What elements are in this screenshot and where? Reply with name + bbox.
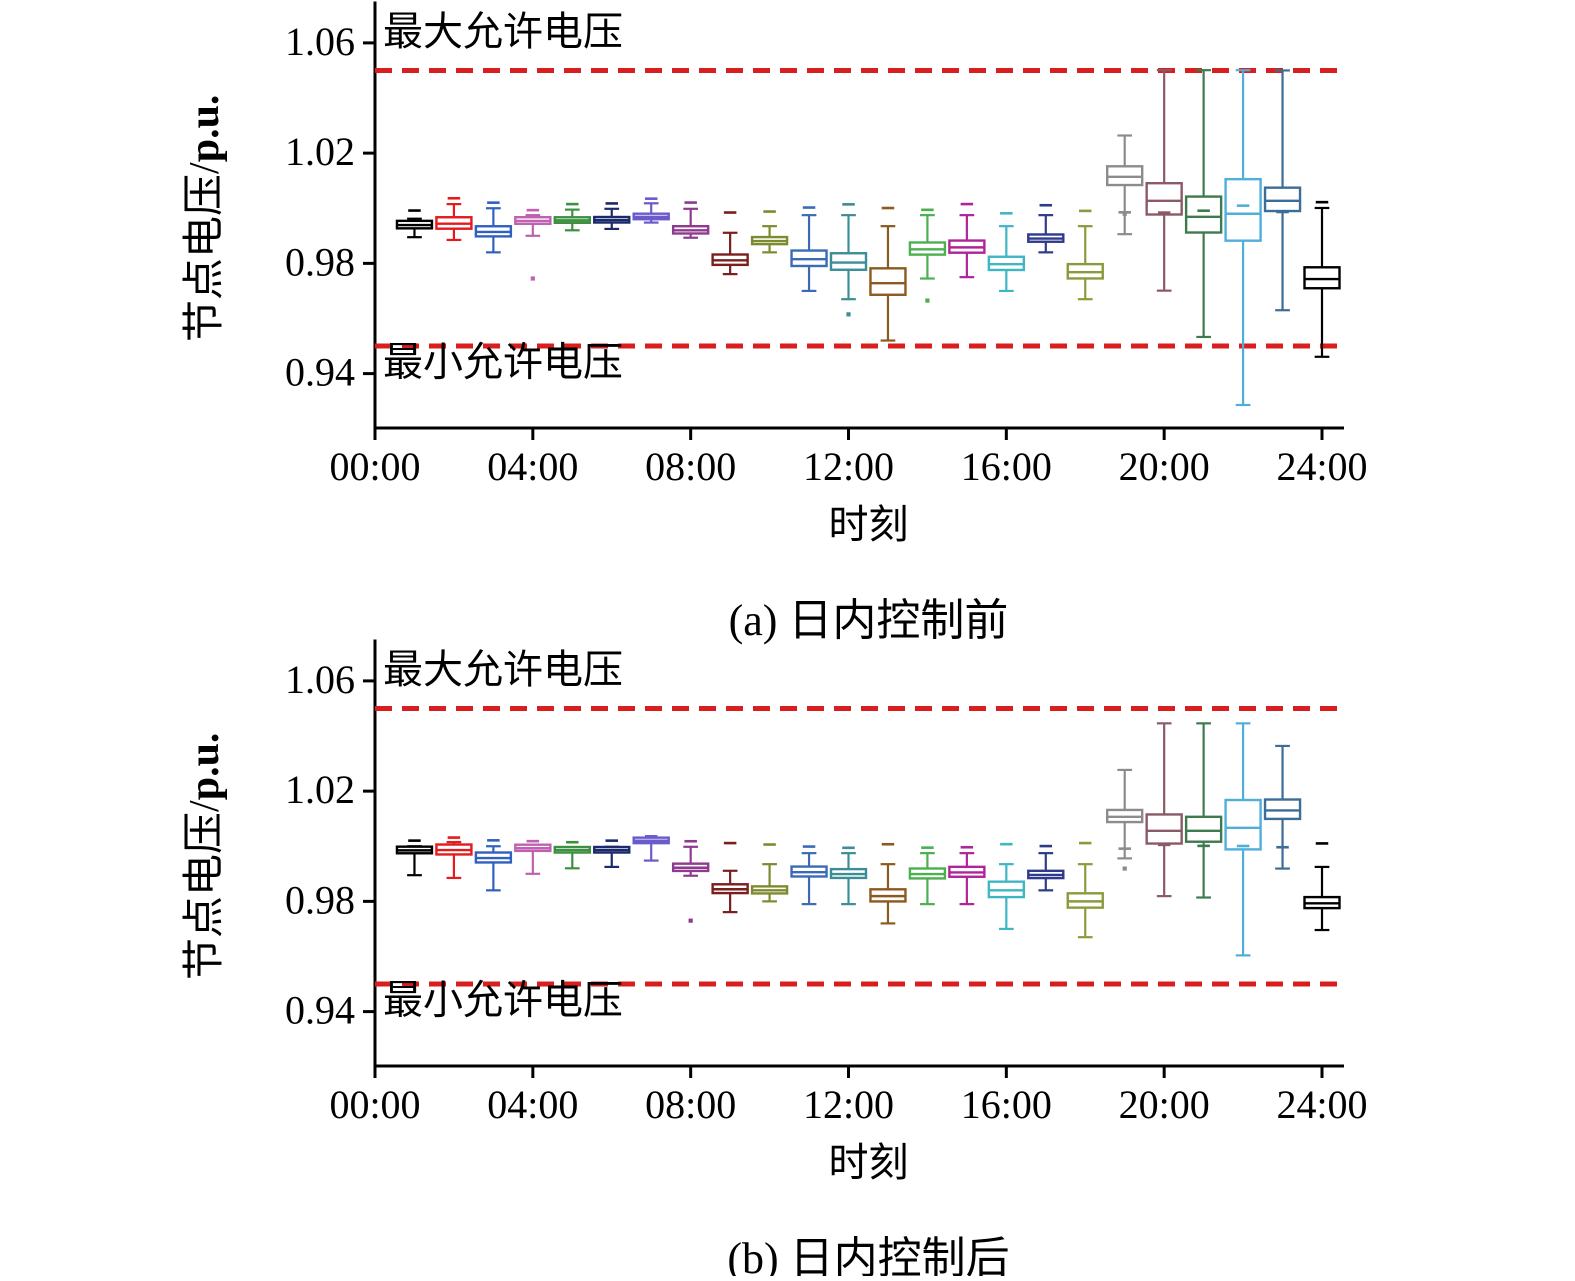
svg-text:最大允许电压: 最大允许电压 [383, 647, 623, 692]
svg-text:20:00: 20:00 [1119, 444, 1210, 489]
svg-text:16:00: 16:00 [961, 444, 1052, 489]
svg-text:08:00: 08:00 [645, 1082, 736, 1127]
svg-text:12:00: 12:00 [803, 1082, 894, 1127]
svg-text:1.06: 1.06 [285, 19, 355, 64]
svg-text:1.06: 1.06 [285, 657, 355, 702]
svg-text:0.98: 0.98 [285, 239, 355, 284]
svg-text:12:00: 12:00 [803, 444, 894, 489]
svg-text:0.94: 0.94 [285, 988, 355, 1033]
svg-text:24:00: 24:00 [1276, 444, 1367, 489]
svg-text:04:00: 04:00 [487, 444, 578, 489]
svg-text:时刻: 时刻 [829, 1140, 909, 1185]
svg-text:00:00: 00:00 [329, 444, 420, 489]
svg-text:20:00: 20:00 [1119, 1082, 1210, 1127]
svg-text:最小允许电压: 最小允许电压 [383, 978, 623, 1023]
svg-text:节点电压/p.u.: 节点电压/p.u. [182, 95, 228, 342]
svg-text:(a) 日内控制前: (a) 日内控制前 [729, 596, 1009, 645]
svg-text:节点电压/p.u.: 节点电压/p.u. [182, 733, 228, 980]
svg-text:04:00: 04:00 [487, 1082, 578, 1127]
svg-text:24:00: 24:00 [1276, 1082, 1367, 1127]
svg-text:0.98: 0.98 [285, 877, 355, 922]
svg-text:最小允许电压: 最小允许电压 [383, 340, 623, 385]
svg-text:时刻: 时刻 [829, 502, 909, 547]
svg-text:1.02: 1.02 [285, 129, 355, 174]
svg-text:16:00: 16:00 [961, 1082, 1052, 1127]
svg-text:最大允许电压: 最大允许电压 [383, 9, 623, 54]
svg-text:1.02: 1.02 [285, 767, 355, 812]
svg-text:00:00: 00:00 [329, 1082, 420, 1127]
svg-text:(b) 日内控制后: (b) 日内控制后 [727, 1234, 1009, 1276]
svg-text:0.94: 0.94 [285, 350, 355, 395]
svg-text:08:00: 08:00 [645, 444, 736, 489]
